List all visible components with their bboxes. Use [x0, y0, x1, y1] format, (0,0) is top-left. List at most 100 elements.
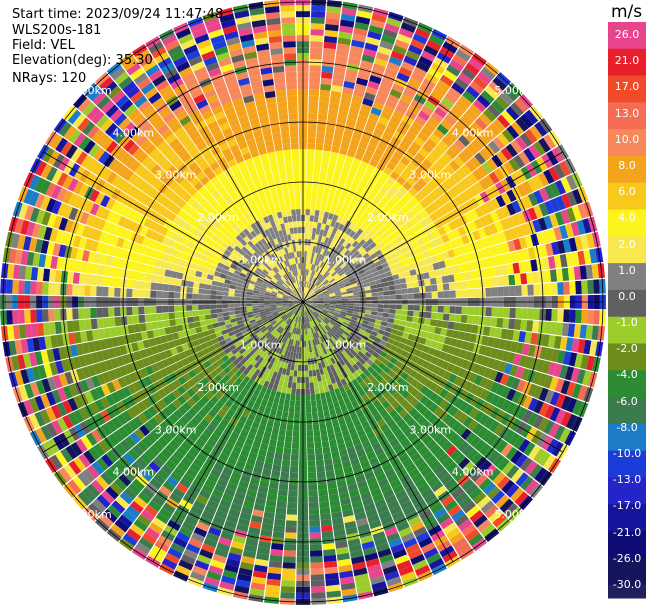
range-gate	[484, 316, 492, 327]
range-gate	[379, 273, 387, 279]
range-gate	[250, 277, 257, 283]
range-gate	[239, 512, 252, 521]
range-gate	[96, 275, 104, 286]
range-gate	[259, 480, 270, 488]
range-gate	[430, 111, 444, 124]
range-gate	[313, 312, 319, 318]
range-gate	[398, 66, 413, 78]
range-gate	[309, 77, 321, 84]
range-gate	[492, 136, 505, 151]
range-gate	[132, 381, 142, 392]
range-gate	[420, 126, 433, 138]
range-gate	[512, 262, 521, 274]
range-gate	[338, 418, 346, 426]
range-gate	[509, 285, 516, 297]
range-gate	[143, 217, 153, 229]
range-gate	[93, 229, 103, 242]
range-gate	[479, 215, 489, 227]
range-gate	[391, 365, 400, 374]
range-gate	[381, 358, 390, 366]
range-gate	[368, 569, 384, 579]
range-gate	[77, 472, 91, 487]
range-gate	[351, 39, 365, 49]
range-gate	[444, 258, 452, 268]
range-gate	[224, 358, 233, 367]
range-gate	[227, 456, 238, 466]
range-gate	[436, 421, 447, 432]
range-gate	[306, 161, 314, 168]
range-gate	[492, 337, 501, 349]
range-gate	[382, 105, 395, 115]
range-gate	[66, 271, 74, 284]
range-gate	[178, 559, 194, 571]
range-gate	[400, 171, 410, 181]
range-gate	[332, 382, 339, 390]
range-gate	[462, 130, 475, 143]
range-gate	[376, 287, 384, 293]
range-gate	[435, 358, 445, 368]
range-gate	[421, 234, 431, 244]
range-gate	[336, 380, 343, 388]
range-gate	[371, 153, 382, 163]
range-gate	[350, 196, 359, 205]
range-gate	[116, 203, 127, 216]
range-gate	[527, 397, 539, 412]
range-gate	[167, 402, 178, 413]
range-gate	[402, 332, 410, 339]
range-gate	[303, 304, 306, 311]
range-gate	[275, 446, 284, 454]
range-gate	[364, 286, 371, 291]
range-gate	[341, 429, 350, 438]
range-gate	[322, 404, 329, 412]
range-gate	[403, 166, 414, 177]
range-gate	[365, 303, 372, 308]
range-gate	[339, 358, 346, 366]
range-gate	[272, 287, 279, 292]
range-gate	[379, 40, 394, 51]
range-gate	[100, 383, 111, 396]
range-gate	[70, 247, 79, 260]
range-gate	[348, 201, 356, 210]
range-gate	[107, 504, 122, 519]
range-gate	[331, 271, 338, 277]
range-gate	[317, 306, 324, 309]
range-gate	[260, 529, 273, 537]
range-gate	[436, 79, 451, 92]
range-gate	[503, 229, 513, 242]
range-gate	[315, 137, 325, 145]
range-gate	[311, 320, 315, 327]
range-gate	[316, 465, 325, 473]
range-gate	[350, 182, 359, 191]
range-gate	[279, 422, 287, 430]
range-gate	[396, 395, 406, 405]
range-gate	[162, 502, 176, 515]
range-gate	[272, 531, 285, 539]
range-gate	[483, 225, 493, 237]
range-gate	[377, 329, 385, 336]
range-gate	[306, 424, 313, 431]
range-gate	[317, 380, 324, 388]
range-gate	[341, 460, 352, 469]
range-gate	[329, 389, 336, 397]
range-gate	[234, 303, 241, 308]
range-gate	[414, 441, 426, 452]
range-gate	[328, 276, 334, 282]
range-gate	[177, 395, 187, 406]
range-gate	[199, 320, 207, 327]
range-gate	[353, 303, 360, 307]
range-gate	[320, 519, 332, 527]
range-gate	[190, 263, 199, 271]
range-gate	[310, 388, 315, 395]
range-gate	[116, 413, 128, 426]
range-gate	[175, 234, 185, 244]
range-gate	[347, 303, 354, 306]
range-gate	[325, 11, 341, 20]
range-gate	[280, 313, 286, 318]
range-gate	[24, 266, 33, 281]
range-gate	[422, 142, 434, 154]
range-gate	[262, 468, 272, 476]
range-gate	[429, 319, 437, 327]
range-gate	[469, 333, 477, 343]
range-gate	[193, 413, 204, 423]
range-gate	[303, 287, 305, 294]
